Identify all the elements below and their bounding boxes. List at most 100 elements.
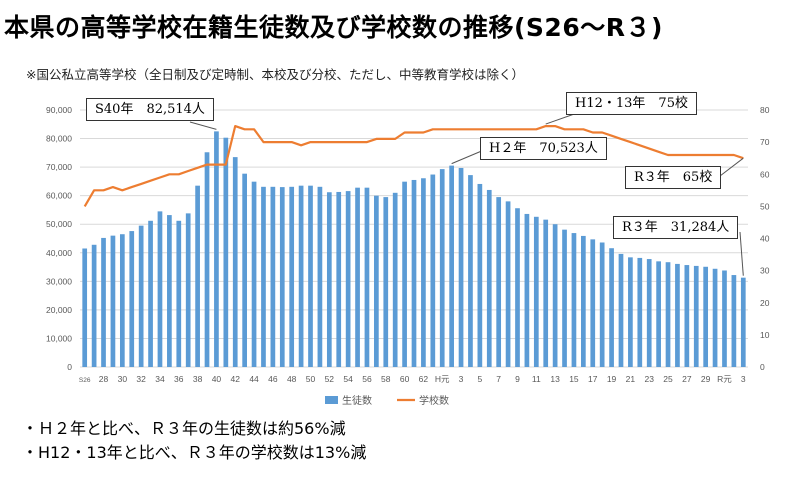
bar-students <box>562 229 567 367</box>
y-left-tick-label: 90,000 <box>46 105 72 115</box>
bar-students <box>740 277 746 367</box>
bar-students <box>693 265 699 367</box>
bar-students <box>270 186 276 367</box>
x-tick-label: 40 <box>212 374 222 384</box>
x-tick-label: 19 <box>607 374 617 384</box>
bar-students <box>176 220 182 367</box>
bar-students <box>392 192 398 367</box>
bar-students <box>204 152 210 367</box>
bar-students <box>110 235 116 367</box>
y-right-tick-label: 70 <box>760 137 770 147</box>
bar-students <box>317 186 323 367</box>
y-left-tick-label: 0 <box>67 362 72 372</box>
bar-students <box>609 248 614 367</box>
callout-connector <box>739 231 744 276</box>
bar-students <box>439 169 445 367</box>
y-left-tick-label: 60,000 <box>46 191 72 201</box>
bar-students <box>298 185 304 367</box>
bar-students <box>383 197 389 367</box>
y-left-tick-label: 70,000 <box>46 162 72 172</box>
y-right-tick-label: 20 <box>760 298 770 308</box>
callout-connector <box>719 157 744 177</box>
bar-students <box>411 179 417 367</box>
bar-students <box>496 197 502 367</box>
bar-students <box>242 173 247 367</box>
x-tick-label: 25 <box>663 374 673 384</box>
x-tick-label: 15 <box>569 374 579 384</box>
x-tick-label: 44 <box>249 374 259 384</box>
bar-students <box>571 233 577 367</box>
x-tick-label: 29 <box>701 374 711 384</box>
bar-students <box>524 213 530 367</box>
y-right-tick-label: 40 <box>760 234 770 244</box>
bar-students <box>82 248 88 367</box>
y-left-tick-label: 80,000 <box>46 134 72 144</box>
bar-students <box>590 239 596 367</box>
callout-connector <box>189 121 217 130</box>
bar-students <box>675 263 680 367</box>
bar-students <box>552 224 558 367</box>
bar-students <box>543 219 549 367</box>
x-tick-label: 27 <box>682 374 692 384</box>
bar-students <box>326 192 332 367</box>
bar-students <box>345 191 351 367</box>
x-tick-label: 34 <box>155 374 165 384</box>
chart-note: ※国公私立高等学校（全日制及び定時制、本校及び分校、ただし、中等教育学校は除く） <box>26 67 524 82</box>
bar-students <box>355 187 360 367</box>
y-right-tick-label: 10 <box>760 330 770 340</box>
x-tick-label: 23 <box>644 374 654 384</box>
bar-students <box>289 186 295 367</box>
bar-students <box>458 167 464 367</box>
bar-students <box>336 191 342 367</box>
x-tick-label: 50 <box>306 374 316 384</box>
bar-students <box>722 270 727 367</box>
y-left-tick-label: 40,000 <box>46 248 72 258</box>
bar-students <box>430 174 436 367</box>
x-tick-label: 9 <box>515 374 520 384</box>
legend-swatch-students <box>325 396 338 404</box>
bar-students <box>232 157 238 367</box>
legend-label-schools: 学校数 <box>419 394 449 407</box>
y-left-tick-label: 20,000 <box>46 305 72 315</box>
x-tick-label: 48 <box>287 374 297 384</box>
bar-students <box>138 225 144 367</box>
x-tick-label: 5 <box>477 374 482 384</box>
x-tick-label: 54 <box>343 374 353 384</box>
bar-students <box>581 235 586 367</box>
callout-r3-schools: R３年 65校 <box>625 166 722 189</box>
bar-students <box>505 201 511 367</box>
bar-students <box>185 213 191 367</box>
x-tick-label: 21 <box>626 374 636 384</box>
callout-h12: H12・13年 75校 <box>566 92 697 115</box>
x-tick-label: S26 <box>79 377 91 384</box>
y-right-tick-label: 30 <box>760 266 770 276</box>
x-tick-label: 58 <box>381 374 391 384</box>
bar-students <box>129 231 135 367</box>
y-left-tick-label: 30,000 <box>46 276 72 286</box>
bar-students <box>533 216 539 367</box>
legend-label-students: 生徒数 <box>342 394 372 407</box>
bar-students <box>449 165 454 367</box>
x-tick-label: 11 <box>532 374 541 384</box>
bar-students <box>712 268 718 367</box>
bar-students <box>157 211 163 367</box>
x-tick-label: 52 <box>325 374 335 384</box>
bar-students <box>646 259 652 367</box>
x-tick-label: 56 <box>362 374 372 384</box>
x-tick-label: 3 <box>459 374 464 384</box>
bar-students <box>214 131 219 367</box>
y-left-tick-label: 10,000 <box>46 333 72 343</box>
bullet-students: ・Ｈ２年と比べ、Ｒ３年の生徒数は約56%減 <box>22 419 346 438</box>
bar-students <box>515 208 520 367</box>
x-tick-label: 13 <box>550 374 560 384</box>
x-tick-label: 46 <box>268 374 278 384</box>
x-tick-label: 62 <box>419 374 429 384</box>
bar-students <box>308 185 313 367</box>
bar-students <box>402 181 407 367</box>
bar-students <box>665 262 671 367</box>
bar-students <box>101 237 106 367</box>
bar-students <box>195 185 200 367</box>
callout-connector <box>451 149 485 165</box>
line-schools <box>83 124 744 207</box>
